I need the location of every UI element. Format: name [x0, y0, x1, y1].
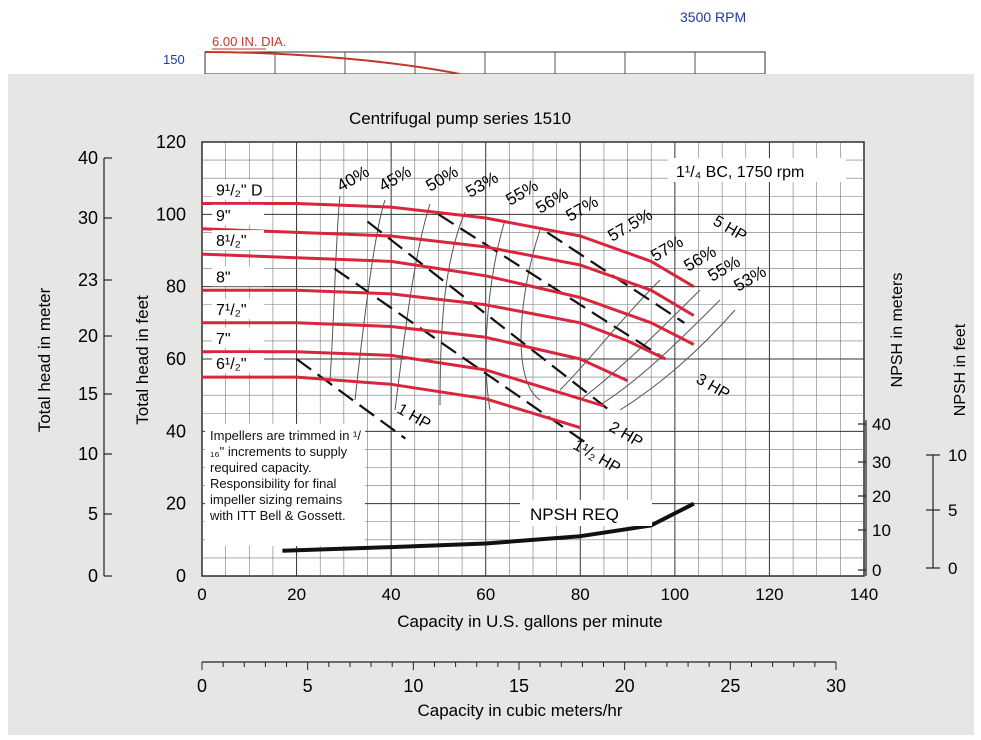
- x-tick-label: 60: [476, 585, 495, 604]
- impeller-label-bg: [212, 298, 264, 319]
- x-tick-label: 140: [850, 585, 878, 604]
- hp-line: [295, 358, 406, 440]
- y-tick-label: 40: [166, 421, 186, 441]
- x-tick-labels: 0 20 40 60 80 100 120 140: [197, 585, 878, 604]
- npsh-curve: [282, 501, 695, 553]
- y-tick-label: 80: [166, 277, 186, 297]
- impeller-label: 8": [216, 269, 231, 286]
- meter-tick-label: 15: [78, 384, 98, 404]
- y-tick-label: 120: [156, 132, 186, 152]
- note-box: [205, 424, 365, 546]
- cm-tick-label: 5: [303, 676, 313, 696]
- top-partial-chart: 3500 RPM 150 6.00 IN. DIA.: [163, 9, 766, 75]
- impeller-label-bg: [212, 327, 264, 348]
- hp-line: [437, 213, 666, 360]
- top-impeller-curve: [204, 51, 461, 75]
- npsh-m-tick-label: 0: [872, 561, 881, 580]
- y-tick-label: 100: [156, 204, 186, 224]
- impeller-label-bg: [212, 353, 264, 374]
- x-tick-label: 40: [382, 585, 401, 604]
- y-tick-label: 0: [176, 566, 186, 586]
- impeller-label: 6¹/₂": [216, 356, 247, 373]
- rpm-label: 3500 RPM: [680, 9, 746, 25]
- impeller-curve: [202, 321, 629, 383]
- impeller-label-bg: [212, 266, 264, 287]
- npsh-meters-axis: 0 10 20 30 40 NPSH in meters: [858, 273, 906, 580]
- meter-tick-label: 10: [78, 444, 98, 464]
- meters-axis-label: Total head in meter: [35, 287, 54, 432]
- meter-tick-label: 5: [88, 504, 98, 524]
- y-axis-label: Total head in feet: [133, 295, 152, 425]
- npsh-req-label: NPSH REQ: [530, 505, 619, 524]
- model-label-box: [668, 158, 846, 182]
- impeller-label-bg: [212, 204, 264, 225]
- npsh-m-tick-label: 30: [872, 453, 891, 472]
- meter-tick-label: 23: [78, 270, 98, 290]
- model-label: 1¹/₄ BC, 1750 rpm: [676, 164, 804, 181]
- impeller-labels: 9¹/₂" D 9" 8¹/₂" 8" 7¹/₂" 7" 6¹/₂": [212, 179, 264, 374]
- impeller-label: 8¹/₂": [216, 233, 247, 250]
- impeller-label-bg: [212, 179, 264, 200]
- npsh-m-tick-label: 10: [872, 521, 891, 540]
- impeller-curve: [201, 252, 695, 346]
- x-tick-label: 100: [661, 585, 689, 604]
- npsh-m-tick-label: 40: [872, 415, 891, 434]
- cm-tick-label: 0: [197, 676, 207, 696]
- npsh-meters-label: NPSH in meters: [889, 273, 906, 388]
- npsh-f-tick-label: 10: [948, 446, 967, 465]
- cm-tick-label: 10: [403, 676, 423, 696]
- npsh-label-box: [520, 500, 652, 526]
- cm-tick-label: 20: [615, 676, 635, 696]
- x-tick-label: 0: [197, 585, 206, 604]
- meters-head-axis: 0 5 10 15 20 23 30 40 Total head in meter: [35, 148, 112, 586]
- cubic-meters-label: Capacity in cubic meters/hr: [417, 701, 622, 720]
- meter-tick-label: 30: [78, 208, 98, 228]
- x-axis-label: Capacity in U.S. gallons per minute: [397, 612, 663, 631]
- x-tick-label: 20: [287, 585, 306, 604]
- cubic-meters-axis: 0 5 10 15 20 25 30 Capacity in cubic meters/hr: [197, 661, 846, 720]
- npsh-m-tick-label: 20: [872, 487, 891, 506]
- meter-tick-label: 40: [78, 148, 98, 168]
- impeller-curve: [202, 288, 667, 361]
- cm-tick-label: 30: [826, 676, 846, 696]
- impeller-label: 9¹/₂" D: [216, 182, 263, 199]
- cm-tick-label: 15: [509, 676, 529, 696]
- impeller-curve: [202, 350, 605, 408]
- note-text: Impellers are trimmed in ¹/₁₆" increment…: [210, 428, 361, 523]
- meter-tick-label: 0: [88, 566, 98, 586]
- y-tick-label: 60: [166, 349, 186, 369]
- npsh-f-tick-label: 0: [948, 559, 957, 578]
- top-grid-lines: [274, 52, 696, 74]
- npsh-feet-axis: 0 5 10 NPSH in feet: [926, 323, 969, 578]
- meter-tick-label: 20: [78, 326, 98, 346]
- cm-tick-label: 25: [720, 676, 740, 696]
- impeller-curve: [201, 227, 695, 317]
- x-tick-label: 80: [571, 585, 590, 604]
- head-150-label: 150: [163, 52, 185, 67]
- dia-label: 6.00 IN. DIA.: [212, 34, 286, 49]
- y-tick-label: 20: [166, 494, 186, 514]
- impeller-label: 7¹/₂": [216, 302, 247, 319]
- chart-title: Centrifugal pump series 1510: [349, 109, 571, 128]
- impeller-curve: [202, 375, 581, 430]
- impeller-curve: [202, 202, 695, 288]
- npsh-feet-label: NPSH in feet: [952, 323, 969, 416]
- impeller-label-bg: [212, 230, 264, 251]
- x-tick-label: 120: [755, 585, 783, 604]
- note: Impellers are trimmed in ¹/₁₆" increment…: [210, 428, 361, 523]
- impeller-label: 9": [216, 208, 231, 225]
- impeller-label: 7": [216, 331, 231, 348]
- y-tick-labels: 0 20 40 60 80 100 120: [156, 132, 186, 586]
- impeller-curves: [201, 202, 695, 553]
- npsh-f-tick-label: 5: [948, 501, 957, 520]
